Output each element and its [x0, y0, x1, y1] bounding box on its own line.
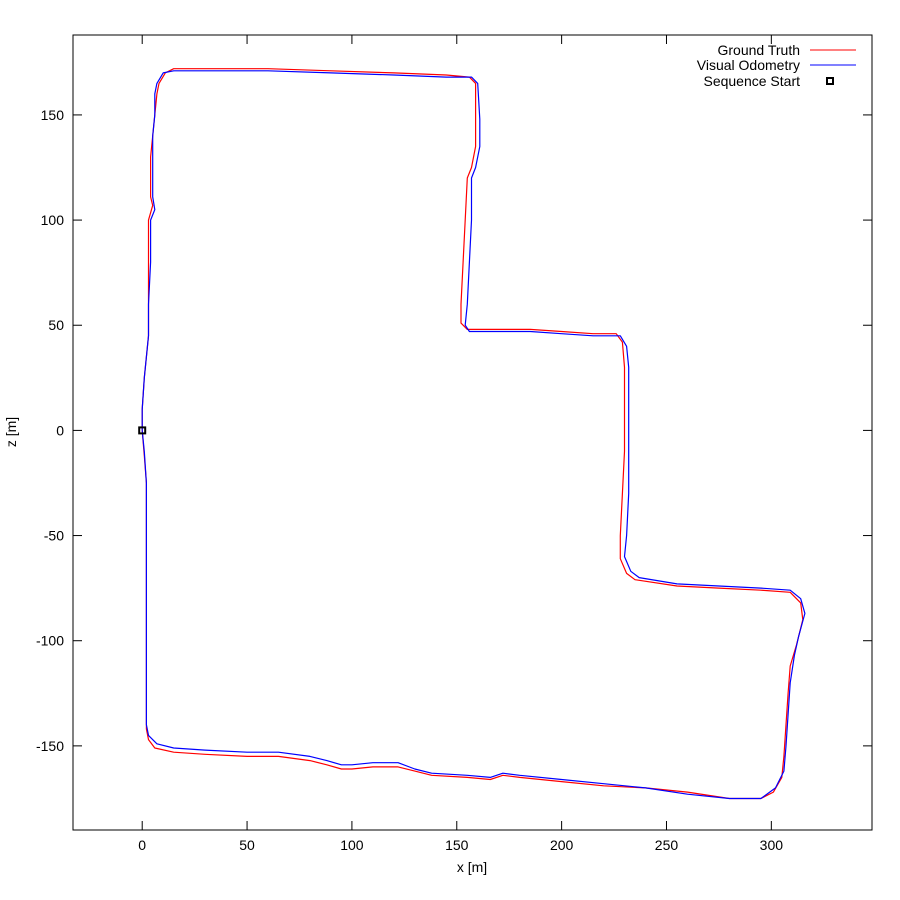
series-line-ground-truth [141, 68, 804, 800]
y-tick-label: 0 [56, 422, 64, 438]
y-axis-label: z [m] [3, 417, 19, 447]
plot-area: 0 50 100 150 200 250 300 -150 -100 -50 0 50 100 150 [36, 34, 873, 853]
y-tick-label: -150 [36, 738, 64, 754]
legend-marker-sequence-start [826, 77, 834, 85]
x-tick-label: 250 [655, 837, 679, 853]
y-tick-label: -100 [36, 633, 64, 649]
y-tick-label: 150 [41, 107, 65, 123]
plot-frame [72, 34, 873, 831]
sequence-start-marker [138, 426, 147, 435]
y-tick-label: 50 [48, 317, 64, 333]
x-tick-label: 0 [138, 837, 146, 853]
axis-ticks: 0 50 100 150 200 250 300 -150 -100 -50 0 50 100 150 [36, 35, 872, 853]
legend-label-ground-truth: Ground Truth [718, 42, 801, 58]
x-tick-label: 150 [445, 837, 469, 853]
legend: Ground Truth Visual Odometry Sequence St… [697, 42, 856, 89]
legend-label-visual-odometry: Visual Odometry [697, 57, 800, 73]
x-tick-label: 300 [760, 837, 784, 853]
series-line-visual-odometry [141, 70, 806, 800]
x-tick-label: 200 [550, 837, 574, 853]
x-tick-label: 100 [340, 837, 364, 853]
legend-label-sequence-start: Sequence Start [703, 73, 800, 89]
x-axis-label: x [m] [457, 859, 487, 875]
series-layer [141, 68, 806, 800]
x-tick-label: 50 [239, 837, 255, 853]
y-tick-label: 100 [41, 212, 65, 228]
markers-layer [138, 426, 147, 435]
y-tick-label: -50 [44, 528, 64, 544]
